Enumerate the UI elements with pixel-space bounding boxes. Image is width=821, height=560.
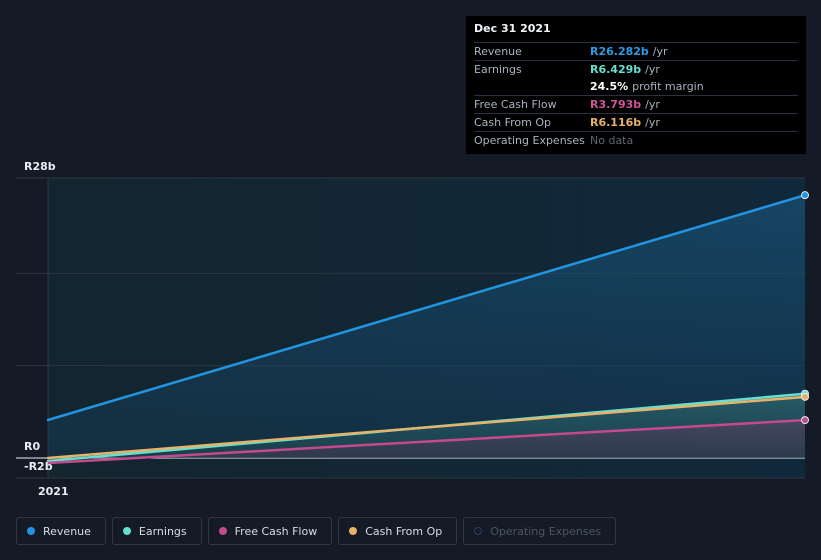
tooltip-row-opex: Operating Expenses No data [474,131,798,149]
tooltip-opex-value: No data [590,134,634,147]
tooltip-margin-value: 24.5% [590,80,629,93]
tooltip-unit: /yr [645,98,660,111]
tooltip-label: Cash From Op [474,116,552,129]
y-tick-label-bottom: -R2b [24,460,53,473]
legend-item-operating-expenses[interactable]: Operating Expenses [463,517,617,545]
tooltip-revenue-value: R26.282b [590,45,649,58]
tooltip-fcf-value: R3.793b [590,98,642,111]
revenue-end-point [801,191,809,200]
legend-item-earnings[interactable]: Earnings [111,517,202,545]
free-cash-flow-dot-icon [218,527,227,535]
x-tick-label: 2021 [38,485,69,498]
free-cash-flow-line [46,418,807,465]
legend-label: Free Cash Flow [234,524,318,538]
tooltip-row-revenue: Revenue R26.282b /yr [474,42,798,60]
tooltip-row-earnings: Earnings R6.429b /yr [474,60,798,78]
tooltip-earnings-value: R6.429b [590,63,642,76]
operating-expenses-dot-icon [474,527,483,535]
tooltip-label: Earnings [474,63,522,76]
tooltip-label: Operating Expenses [474,134,585,147]
free-cash-flow-end-point [801,416,809,425]
legend-label: Operating Expenses [490,524,602,538]
tooltip-cfo-value: R6.116b [590,116,642,129]
tooltip-unit: /yr [652,45,668,58]
cash-from-op-dot-icon [349,527,358,535]
cash-from-op-end-point [801,392,809,401]
tooltip-date: Dec 31 2021 [474,22,551,35]
revenue-line [46,193,807,422]
legend-label: Revenue [43,524,91,538]
tooltip-row-margin: 24.5% profit margin [474,78,798,95]
legend-item-free-cash-flow[interactable]: Free Cash Flow [207,517,333,545]
legend: Revenue Earnings Free Cash Flow Cash Fro… [16,517,617,545]
legend-item-revenue[interactable]: Revenue [16,517,106,545]
legend-label: Earnings [138,524,187,538]
tooltip-row-cfo: Cash From Op R6.116b /yr [474,113,798,131]
earnings-dot-icon [122,527,131,535]
tooltip-label: Free Cash Flow [474,98,557,111]
tooltip-unit: /yr [645,63,660,76]
legend-item-cash-from-op[interactable]: Cash From Op [338,517,458,545]
revenue-dot-icon [27,527,35,535]
tooltip-margin-unit: profit margin [632,80,704,93]
legend-label: Cash From Op [365,524,443,538]
tooltip-unit: /yr [645,116,660,129]
revenue-area [48,195,805,458]
tooltip-panel: Dec 31 2021 Revenue R26.282b /yr Earning… [466,16,806,154]
tooltip-label: Revenue [474,45,522,58]
y-tick-label-zero: R0 [24,440,40,453]
tooltip-row-fcf: Free Cash Flow R3.793b /yr [474,95,798,113]
cash-from-op-line [46,395,807,460]
y-tick-label-top: R28b [24,160,56,173]
